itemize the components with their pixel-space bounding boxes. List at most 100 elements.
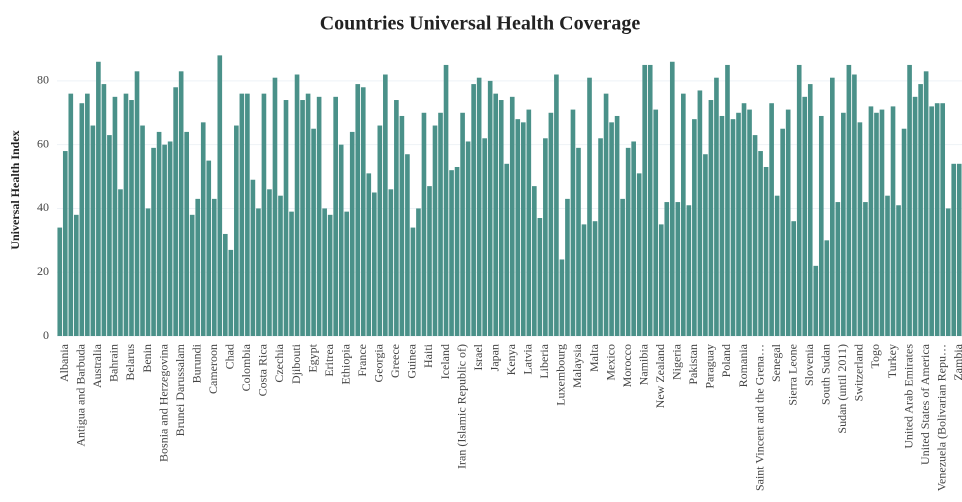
x-tick-label: Greece xyxy=(388,344,402,378)
bar xyxy=(813,265,819,336)
x-tick-label: Czechia xyxy=(272,343,286,382)
bar xyxy=(272,77,278,336)
bar xyxy=(305,93,311,337)
bar xyxy=(167,141,173,336)
x-tick-label: Sierra Leone xyxy=(785,344,799,406)
x-tick-label: Luxembourg xyxy=(554,344,568,406)
bar xyxy=(730,119,736,337)
bar xyxy=(868,106,874,337)
x-tick-label: Bahrain xyxy=(107,344,121,382)
bar xyxy=(587,77,592,336)
bar xyxy=(509,96,515,336)
bar xyxy=(526,109,532,336)
x-tick-label: Egypt xyxy=(305,343,319,372)
bar xyxy=(901,128,907,336)
x-tick-label: United States of America xyxy=(918,343,932,465)
bar xyxy=(852,74,857,336)
bar xyxy=(559,259,565,336)
bar xyxy=(482,138,487,336)
x-tick-label: Belarus xyxy=(123,344,137,381)
bar xyxy=(609,122,614,336)
bar xyxy=(951,163,957,336)
bar xyxy=(151,147,156,336)
bar xyxy=(68,93,74,337)
x-tick-label: Namibia xyxy=(636,343,650,385)
bar xyxy=(796,64,802,336)
bar xyxy=(245,93,250,337)
x-tick-label: United Arab Emirates xyxy=(901,344,915,449)
bar xyxy=(388,189,394,336)
bar xyxy=(432,125,438,337)
bar xyxy=(581,224,587,336)
x-tick-label: Guinea xyxy=(405,343,419,378)
bar xyxy=(405,154,410,336)
bar xyxy=(940,103,946,336)
bar xyxy=(885,195,890,336)
bar xyxy=(62,151,68,336)
y-axis-label: Universal Health Index xyxy=(8,130,22,249)
bar xyxy=(344,211,350,336)
bar xyxy=(752,135,758,336)
x-tick-label: Albania xyxy=(57,343,71,382)
bar xyxy=(769,103,774,336)
bar xyxy=(421,112,427,337)
bar xyxy=(90,125,96,337)
bar xyxy=(85,93,90,337)
bar xyxy=(399,115,405,336)
bar xyxy=(548,112,554,337)
bar xyxy=(890,106,896,337)
bar xyxy=(835,202,841,336)
bar xyxy=(780,128,785,336)
bar xyxy=(355,84,361,336)
bar xyxy=(200,122,206,336)
x-tick-label: Morocco xyxy=(620,344,634,387)
bar xyxy=(112,96,118,336)
x-tick-label: France xyxy=(355,344,369,377)
x-tick-label: Haiti xyxy=(421,343,435,368)
x-tick-label: Colombia xyxy=(239,343,253,391)
bar xyxy=(918,84,923,336)
x-tick-label: Burundi xyxy=(189,343,203,383)
bar xyxy=(719,115,725,336)
bar xyxy=(945,208,951,336)
x-tick-label: Kenya xyxy=(504,343,518,375)
bar xyxy=(669,61,675,336)
bar xyxy=(145,208,151,336)
bar xyxy=(283,100,289,337)
bar xyxy=(123,93,129,337)
y-tick-label: 80 xyxy=(37,73,49,87)
bar xyxy=(416,208,421,336)
bar xyxy=(311,128,316,336)
bar xyxy=(929,106,934,337)
bar xyxy=(316,96,322,336)
x-tick-label: Costa Rica xyxy=(256,343,270,396)
bar xyxy=(338,144,344,336)
bar xyxy=(565,198,570,336)
bar xyxy=(620,198,625,336)
bar xyxy=(178,71,184,337)
bar xyxy=(708,100,714,337)
chart-title: Countries Universal Health Coverage xyxy=(320,13,641,35)
x-tick-label: Saint Vincent and the Grena… xyxy=(752,344,766,491)
x-tick-label: Switzerland xyxy=(852,344,866,401)
y-tick-label: 60 xyxy=(37,136,49,150)
bar xyxy=(857,122,863,336)
bar xyxy=(289,211,294,336)
bar xyxy=(907,64,912,336)
bar xyxy=(747,109,752,336)
bar xyxy=(934,103,940,336)
bar xyxy=(333,96,338,336)
bar xyxy=(625,147,631,336)
bar xyxy=(647,64,653,336)
x-tick-label: Senegal xyxy=(769,343,783,382)
x-tick-label: Eritrea xyxy=(322,343,336,376)
bar xyxy=(520,122,526,336)
bar xyxy=(774,195,780,336)
bar xyxy=(322,208,327,336)
bar xyxy=(294,74,300,336)
bar xyxy=(206,160,212,336)
bar xyxy=(377,125,383,337)
bar xyxy=(465,141,471,336)
bar xyxy=(791,221,797,336)
